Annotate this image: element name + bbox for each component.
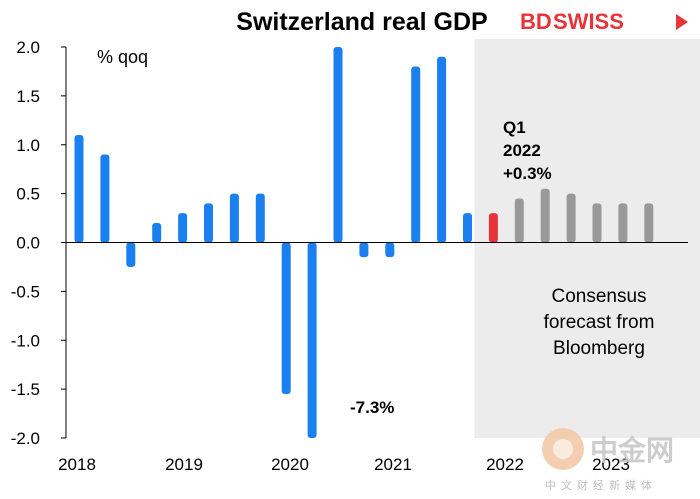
y-tick-label: -1.5 — [11, 380, 40, 399]
y-tick-label: -2.0 — [11, 429, 40, 448]
brand-arrow-icon — [676, 14, 688, 30]
y-tick-label: -1.0 — [11, 331, 40, 350]
bar-2022q1 — [488, 213, 498, 243]
forecast-note-line1: Consensus — [551, 286, 646, 307]
bar-2020q1 — [281, 242, 291, 395]
x-year-label: 2018 — [58, 455, 96, 474]
bar-2018q3 — [126, 242, 136, 267]
consensus-forecast-note: Consensus forecast from Bloomberg — [544, 286, 655, 359]
q1-annotation-line3: +0.3% — [503, 164, 552, 183]
x-year-label: 2019 — [165, 455, 203, 474]
trough-annotation: -7.3% — [350, 398, 394, 417]
bar-2019q4 — [255, 193, 265, 243]
forecast-shaded-region — [474, 39, 700, 438]
bar-2019q3 — [229, 193, 239, 243]
bar-2021q3 — [437, 56, 447, 243]
bar-2022q4 — [566, 193, 576, 243]
bar-2021q1 — [385, 242, 395, 258]
y-tick-label: 0.5 — [16, 185, 40, 204]
y-tick-label: 1.0 — [16, 136, 40, 155]
x-axis-year-labels: 2018 2019 2020 2021 2022 2023 — [58, 455, 630, 474]
bar-2022q2 — [514, 198, 524, 243]
brand-logo-right: SWISS — [553, 9, 624, 34]
y-tick-label: 2.0 — [16, 38, 40, 57]
bar-2020q3 — [333, 47, 343, 243]
y-tick-label: -0.5 — [11, 282, 40, 301]
q1-annotation-line2: 2022 — [503, 141, 541, 160]
watermark-subtext: 中文财经新媒体 — [545, 478, 657, 492]
y-axis-unit-label: % qoq — [97, 47, 148, 67]
bar-2021q4 — [463, 213, 472, 243]
bar-series — [74, 47, 654, 438]
brand-logo-left: BD — [520, 9, 552, 34]
x-year-label: 2023 — [592, 455, 630, 474]
x-year-label: 2021 — [374, 455, 412, 474]
watermark-text: 中金网 — [590, 434, 674, 467]
bar-2018q1 — [74, 134, 84, 243]
x-year-label: 2022 — [486, 455, 524, 474]
y-tick-label: 1.5 — [16, 87, 40, 106]
q1-2022-annotation: Q1 2022 +0.3% — [503, 118, 552, 183]
forecast-note-line2: forecast from — [544, 312, 655, 333]
watermark: 中金网 中文财经新媒体 — [542, 428, 674, 492]
bar-2023q1 — [592, 203, 602, 243]
bar-2019q1 — [178, 213, 188, 243]
bar-2020q4 — [359, 242, 369, 258]
q1-annotation-line1: Q1 — [503, 118, 526, 137]
bar-2020q2 — [307, 242, 317, 438]
bar-2018q4 — [152, 222, 162, 243]
y-tick-label: 0.0 — [16, 234, 40, 253]
y-axis: 2.0 1.5 1.0 0.5 0.0 -0.5 -1.0 -1.5 -2.0 — [11, 38, 67, 448]
forecast-note-line3: Bloomberg — [553, 338, 645, 359]
bar-2021q2 — [411, 66, 421, 243]
x-year-label: 2020 — [271, 455, 309, 474]
bar-2019q2 — [204, 203, 213, 243]
chart-title: Switzerland real GDP — [236, 8, 487, 36]
bar-2018q2 — [100, 154, 110, 243]
bar-2023q2 — [618, 203, 628, 243]
bar-2023q3 — [644, 203, 654, 243]
brand-logo: BD SWISS — [520, 9, 688, 34]
bar-2022q3 — [540, 188, 550, 243]
